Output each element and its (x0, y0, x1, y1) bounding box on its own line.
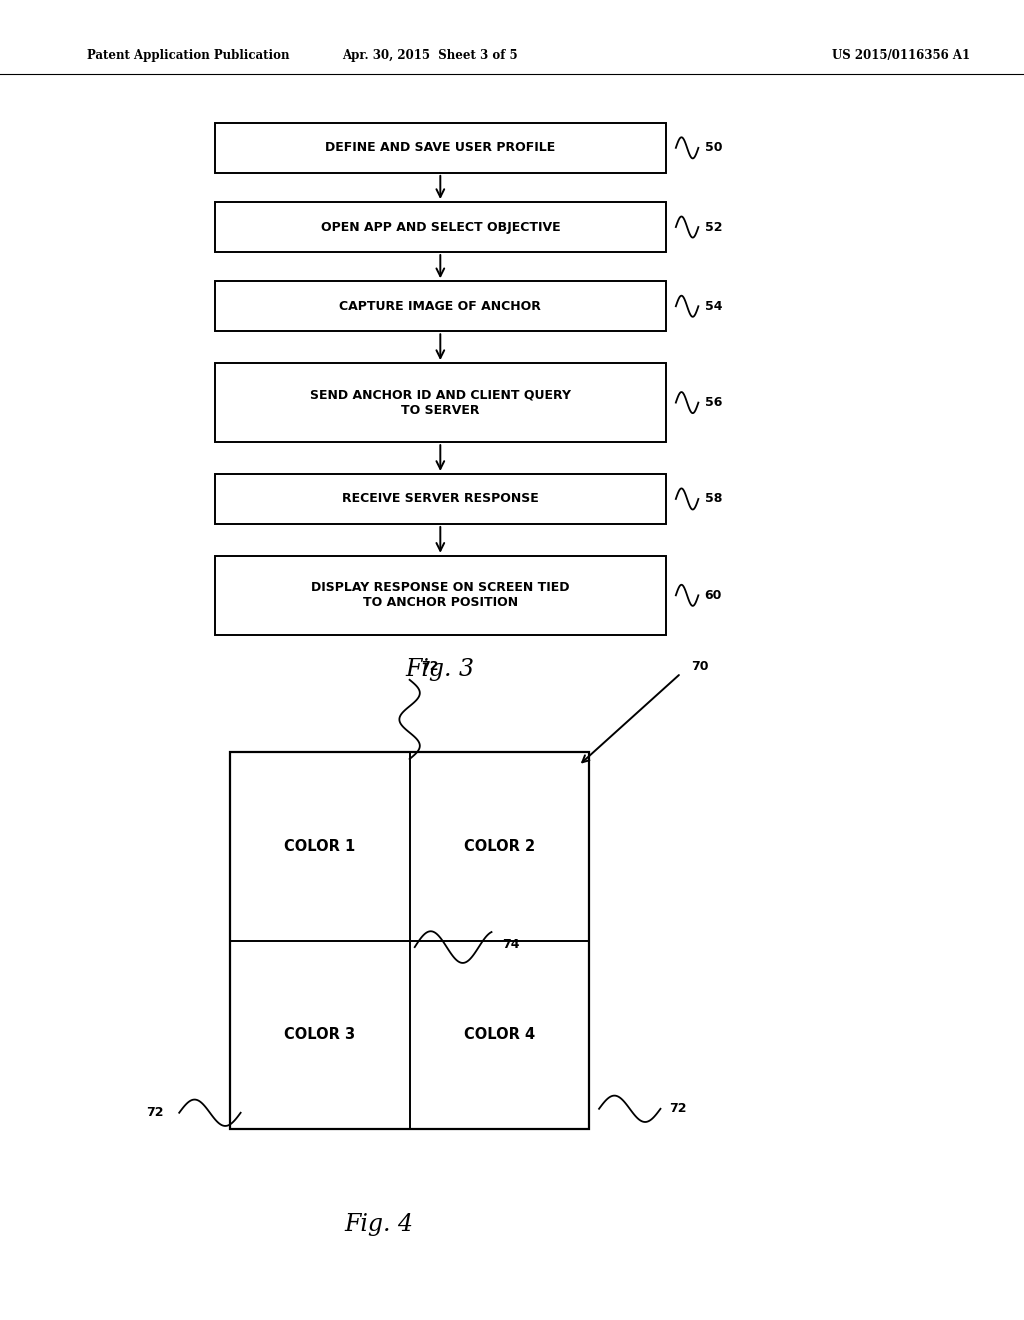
Text: 72: 72 (146, 1106, 164, 1119)
Text: Apr. 30, 2015  Sheet 3 of 5: Apr. 30, 2015 Sheet 3 of 5 (342, 49, 518, 62)
Text: Fig. 4: Fig. 4 (344, 1213, 414, 1237)
FancyBboxPatch shape (215, 202, 666, 252)
Text: 72: 72 (421, 660, 439, 673)
Text: RECEIVE SERVER RESPONSE: RECEIVE SERVER RESPONSE (342, 492, 539, 506)
Text: Fig. 3: Fig. 3 (406, 657, 475, 681)
Text: 58: 58 (705, 492, 722, 506)
Text: 72: 72 (669, 1102, 686, 1115)
Text: 56: 56 (705, 396, 722, 409)
Text: CAPTURE IMAGE OF ANCHOR: CAPTURE IMAGE OF ANCHOR (339, 300, 542, 313)
Text: 70: 70 (691, 660, 709, 673)
Text: US 2015/0116356 A1: US 2015/0116356 A1 (833, 49, 970, 62)
Text: SEND ANCHOR ID AND CLIENT QUERY
TO SERVER: SEND ANCHOR ID AND CLIENT QUERY TO SERVE… (310, 388, 570, 417)
Text: 50: 50 (705, 141, 722, 154)
Text: 60: 60 (705, 589, 722, 602)
Text: DEFINE AND SAVE USER PROFILE: DEFINE AND SAVE USER PROFILE (326, 141, 555, 154)
FancyBboxPatch shape (215, 556, 666, 635)
Text: COLOR 1: COLOR 1 (285, 840, 355, 854)
Text: COLOR 4: COLOR 4 (464, 1027, 535, 1041)
Text: Patent Application Publication: Patent Application Publication (87, 49, 290, 62)
Text: 74: 74 (502, 939, 519, 950)
Text: COLOR 2: COLOR 2 (464, 840, 535, 854)
Text: 54: 54 (705, 300, 722, 313)
Text: DISPLAY RESPONSE ON SCREEN TIED
TO ANCHOR POSITION: DISPLAY RESPONSE ON SCREEN TIED TO ANCHO… (311, 581, 569, 610)
Text: 52: 52 (705, 220, 722, 234)
FancyBboxPatch shape (215, 363, 666, 442)
Text: COLOR 3: COLOR 3 (285, 1027, 355, 1041)
Text: OPEN APP AND SELECT OBJECTIVE: OPEN APP AND SELECT OBJECTIVE (321, 220, 560, 234)
FancyBboxPatch shape (230, 752, 589, 1129)
FancyBboxPatch shape (215, 281, 666, 331)
FancyBboxPatch shape (215, 474, 666, 524)
FancyBboxPatch shape (215, 123, 666, 173)
